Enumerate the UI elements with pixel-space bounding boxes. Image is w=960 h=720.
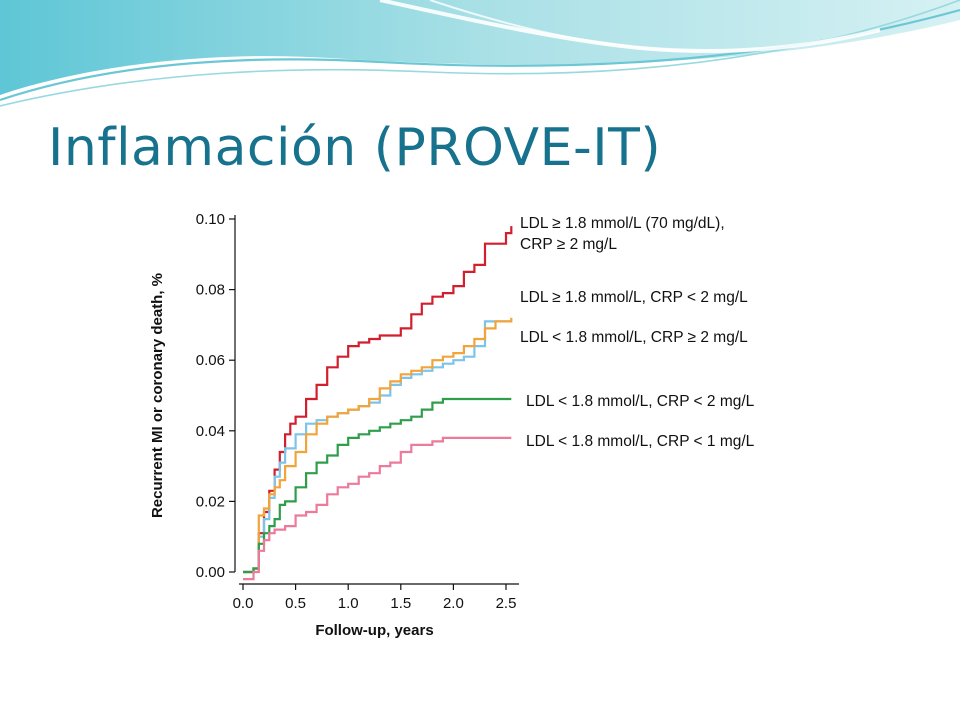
header-wave-decoration: [0, 0, 960, 107]
x-tick-label: 0.0: [233, 595, 254, 612]
series-line-2: [243, 320, 512, 574]
series-line-3: [243, 317, 513, 574]
legend-label-3: LDL < 1.8 mmol/L, CRP ≥ 2 mg/L: [520, 329, 748, 346]
legend-label-1: LDL ≥ 1.8 mmol/L (70 mg/dL),: [520, 215, 725, 232]
x-tick-label: 1.5: [390, 595, 411, 612]
y-tick-label: 0.10: [196, 211, 225, 228]
y-tick-label: 0.06: [196, 352, 225, 369]
axes: 0.00 0.02 0.04 0.06 0.08 0.10 0.0 0.5 1.0 1.5 2.0 2…: [196, 211, 519, 612]
x-tick-label: 1.0: [338, 595, 359, 612]
y-tick-label: 0.08: [196, 282, 225, 299]
series-line-5: [243, 436, 512, 581]
legend-label-5: LDL < 1.8 mmol/L, CRP < 1 mg/L: [526, 433, 755, 450]
legend-label-4: LDL < 1.8 mmol/L, CRP < 2 mg/L: [526, 393, 755, 410]
x-tick-label: 0.5: [285, 595, 306, 612]
y-axis-title: Recurrent MI or coronary death, %: [149, 273, 166, 518]
legend-label-2: LDL ≥ 1.8 mmol/L, CRP < 2 mg/L: [520, 289, 748, 306]
y-tick-label: 0.00: [196, 564, 225, 581]
legend: LDL ≥ 1.8 mmol/L (70 mg/dL), CRP ≥ 2 mg/L…: [520, 215, 755, 450]
x-axis-title: Follow-up, years: [315, 622, 433, 639]
slide-title: Inflamación (PROVE-IT): [48, 118, 662, 178]
series-line-4: [243, 397, 512, 574]
series-lines: [243, 226, 513, 581]
legend-label-1: CRP ≥ 2 mg/L: [520, 236, 617, 253]
y-tick-label: 0.04: [196, 423, 225, 440]
x-tick-label: 2.0: [443, 595, 464, 612]
km-chart: 0.00 0.02 0.04 0.06 0.08 0.10 0.0 0.5 1.0 1.5 2.0 2…: [149, 211, 755, 639]
y-tick-label: 0.02: [196, 493, 225, 510]
chart-panel: 0.00 0.02 0.04 0.06 0.08 0.10 0.0 0.5 1.0 1.5 2.0 2…: [138, 200, 840, 652]
x-tick-label: 2.5: [496, 595, 517, 612]
